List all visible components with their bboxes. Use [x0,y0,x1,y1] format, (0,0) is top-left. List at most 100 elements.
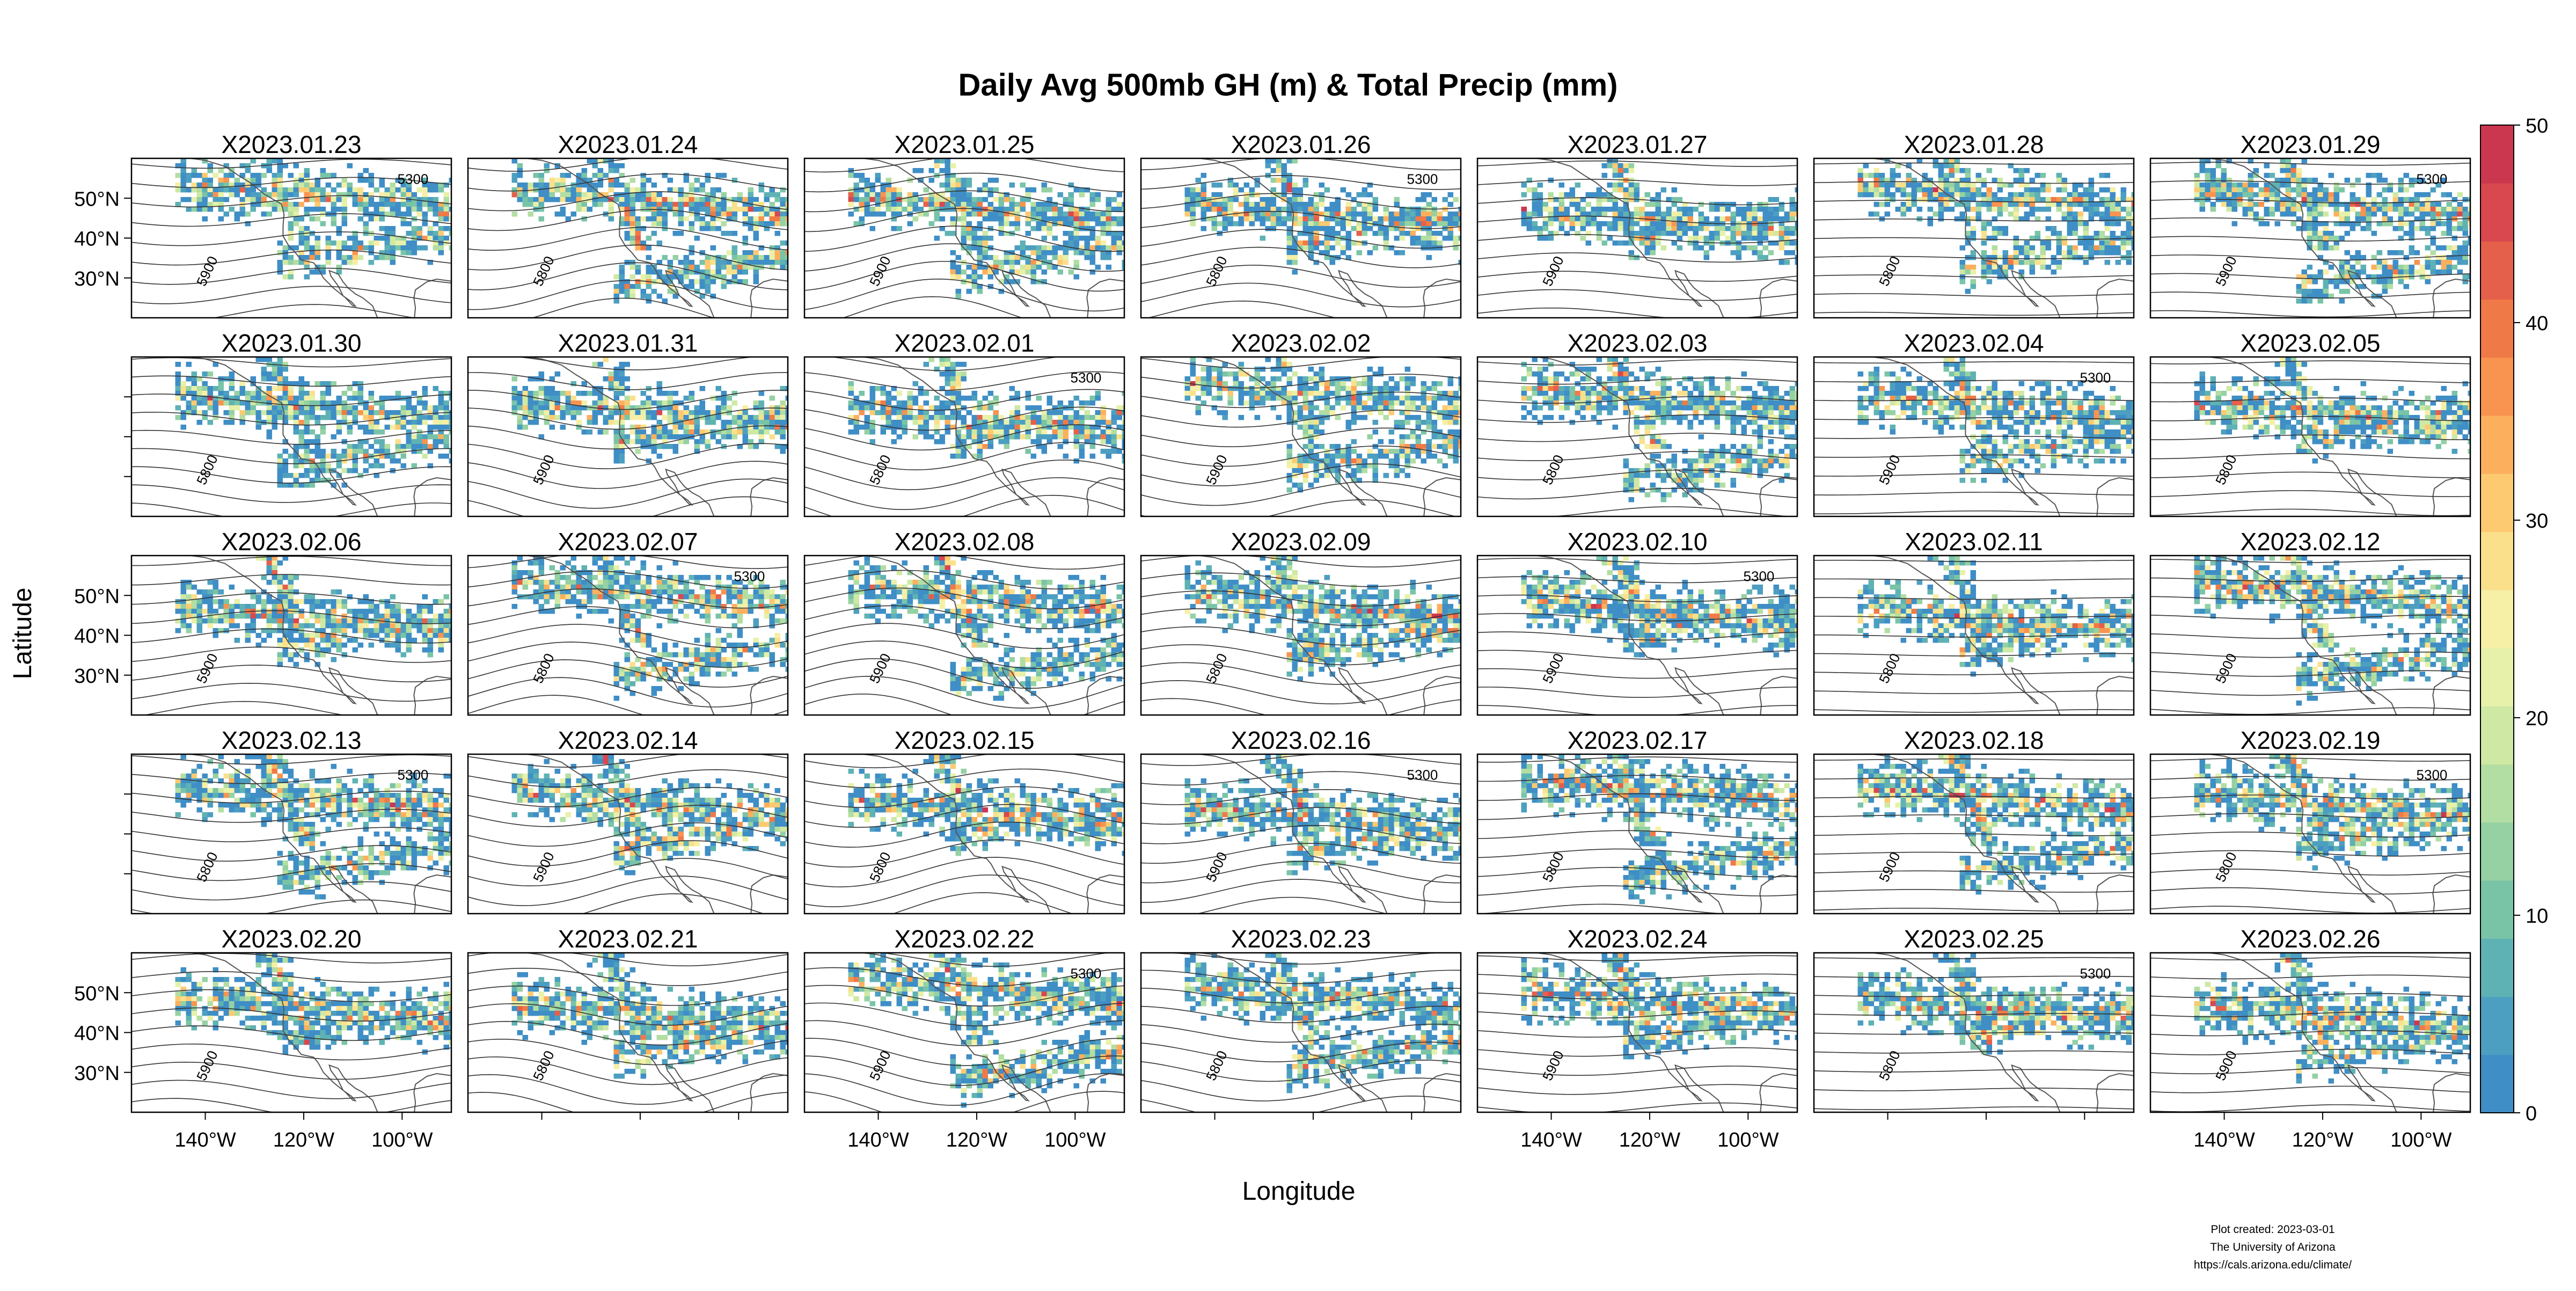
precip-cell [977,255,983,260]
precip-cell [175,386,181,391]
precip-cell [646,269,652,275]
precip-cell [1106,202,1112,207]
precip-cell [934,410,940,415]
precip-cell [1117,207,1123,212]
precip-cell [1271,211,1277,217]
precip-cell [582,168,588,173]
precip-cell [1101,410,1107,415]
precip-cell [743,211,749,217]
contour-label: 5800 [1203,253,1231,288]
precip-cell [1244,207,1250,212]
precip-cell [705,265,711,270]
precip-cell [1987,236,1993,241]
precip-cell [641,216,647,222]
precip-cell [315,454,321,459]
precip-cell [1394,236,1400,241]
precip-cell [1933,192,1939,198]
precip-cell [727,429,733,435]
precip-cell [283,391,289,396]
precip-cell [1987,187,1993,193]
precip-cell [272,376,278,382]
precip-cell [1090,231,1096,236]
precip-cell [1095,391,1101,396]
precip-cell [2420,207,2426,212]
precip-cell [235,391,240,396]
precip-cell [369,183,375,188]
precip-cell [422,405,428,411]
precip-cell [1212,207,1218,212]
precip-cell [2024,168,2030,173]
precip-cell [438,245,444,251]
precip-cell [192,396,197,401]
precip-cell [1026,245,1031,251]
precip-cell [2398,197,2404,202]
precip-cell [2024,250,2030,256]
precip-cell [1079,405,1085,411]
precip-cell [641,183,647,188]
precip-cell [2067,197,2073,202]
precip-cell [1090,400,1096,406]
precip-cell [641,202,647,207]
precip-cell [2339,260,2345,265]
precip-cell [336,192,342,198]
precip-cell [913,168,919,173]
precip-cell [988,192,994,198]
precip-cell [1319,240,1325,246]
precip-cell [1955,192,1960,198]
precip-cell [353,454,358,459]
precip-cell [229,420,235,425]
precip-cell [2057,173,2062,178]
precip-cell [1580,207,1586,212]
precip-cell [422,415,428,420]
precip-cell [657,420,663,425]
precip-cell [363,221,369,227]
precip-cell [2121,216,2127,222]
panel-plot-area: 5900 [750,156,1128,331]
precip-cell [897,420,903,425]
precip-cell [428,425,434,430]
precip-cell [2067,207,2073,212]
precip-cell [512,386,518,391]
precip-cell [770,410,775,415]
precip-cell [342,410,348,415]
precip-cell [2398,279,2404,285]
precip-cell [353,260,358,265]
precip-cell [197,391,203,396]
precip-cell [1960,260,1966,265]
precip-cell [213,197,219,202]
precip-cell [517,420,523,425]
precip-cell [993,187,999,193]
precip-cell [865,192,870,198]
precip-cell [630,289,636,294]
precip-cell [967,245,972,251]
precip-cell [870,197,876,202]
precip-cell [657,197,663,202]
precip-cell [1731,216,1737,222]
precip-cell [417,245,423,251]
precip-cell [417,207,423,212]
precip-cell [1949,168,1955,173]
precip-cell [1421,211,1427,217]
precip-cell [945,168,951,173]
precip-cell [181,381,187,386]
precip-cell [1271,158,1277,164]
precip-cell [902,405,908,411]
precip-cell [304,473,310,478]
precip-cell [1591,216,1597,222]
precip-cell [261,371,267,377]
precip-cell [732,274,738,280]
precip-cell [1960,211,1966,217]
precip-cell [1987,279,1993,285]
precip-cell [1704,250,1710,256]
precip-cell [1389,221,1395,227]
precip-cell [1933,197,1939,202]
precip-cell [625,216,631,222]
precip-cell [2441,192,2447,198]
precip-cell [2382,207,2388,212]
precip-cell [320,449,326,454]
precip-cell [1858,192,1864,198]
precip-cell [2339,298,2345,304]
precip-cell [224,400,230,406]
precip-cell [555,415,561,420]
